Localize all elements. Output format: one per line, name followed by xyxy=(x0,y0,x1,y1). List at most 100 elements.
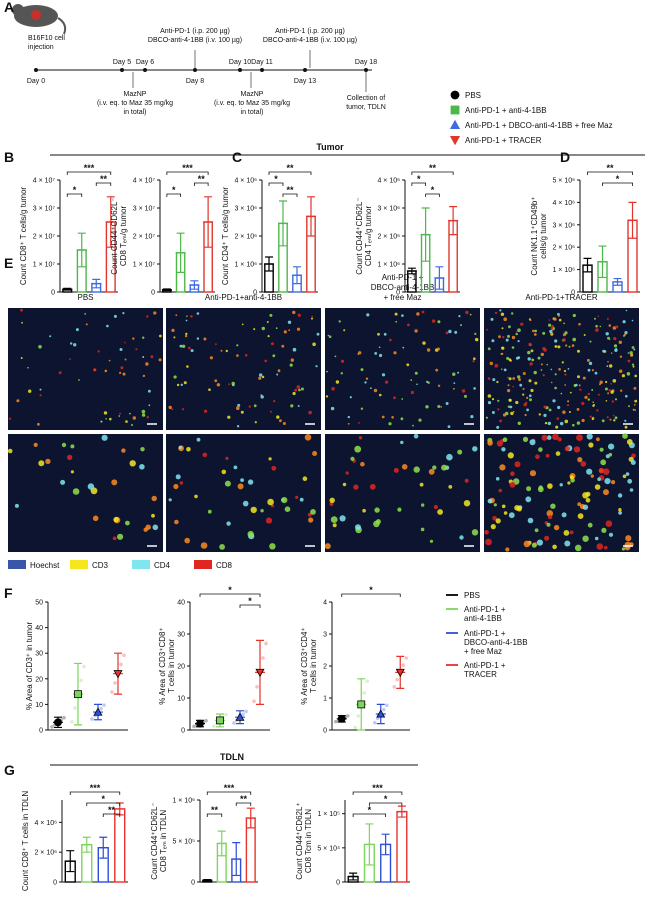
mean-marker xyxy=(376,709,386,718)
y-tick-label: 2 × 10⁷ xyxy=(33,234,56,241)
cell-signal xyxy=(596,437,600,442)
cell-signal xyxy=(465,310,469,315)
cell-signal xyxy=(292,310,296,315)
cell-signal xyxy=(472,360,475,363)
error-bar xyxy=(396,805,407,818)
cell-signal xyxy=(186,447,191,452)
cell-signal xyxy=(497,408,500,411)
cell-signal xyxy=(173,483,179,490)
timeline-day: Day 10 xyxy=(229,59,251,66)
cell-signal xyxy=(435,368,439,372)
cell-signal xyxy=(132,337,135,340)
cell-signal xyxy=(572,337,576,342)
cell-signal xyxy=(142,356,145,358)
cell-signal xyxy=(613,344,618,348)
panel-label: F xyxy=(4,585,13,601)
cell-signal xyxy=(484,530,489,535)
cell-signal xyxy=(273,400,276,403)
cell-signal xyxy=(595,324,598,328)
cell-signal xyxy=(605,400,608,402)
cell-signal xyxy=(228,383,231,385)
cell-signal xyxy=(587,398,590,401)
timeline-event: injection xyxy=(28,44,54,51)
significance-label: ** xyxy=(198,174,206,184)
significance-label: * xyxy=(417,174,421,184)
cell-signal xyxy=(528,379,532,383)
cell-signal xyxy=(564,446,570,452)
cell-signal xyxy=(631,363,635,366)
micrograph xyxy=(484,434,639,552)
cell-signal xyxy=(522,388,525,390)
y-tick-label: 1 × 10⁶ xyxy=(172,798,195,805)
cell-signal xyxy=(606,365,609,367)
cell-signal xyxy=(413,466,420,473)
cell-signal xyxy=(300,387,304,391)
cell-signal xyxy=(294,388,298,392)
cell-signal xyxy=(244,354,248,357)
cell-signal xyxy=(627,478,633,484)
cell-signal xyxy=(615,325,619,329)
error-bar xyxy=(278,200,288,247)
cell-signal xyxy=(617,493,623,498)
cell-signal xyxy=(546,363,548,366)
cell-signal xyxy=(14,503,19,508)
cell-signal xyxy=(563,530,570,536)
y-tick-label: 4 × 10⁷ xyxy=(133,178,156,185)
cell-signal xyxy=(572,313,576,318)
y-tick-label: 5 × 10⁶ xyxy=(552,178,575,185)
legend-marker xyxy=(450,105,460,115)
cell-signal xyxy=(527,517,534,524)
cell-signal xyxy=(540,369,543,371)
bar xyxy=(114,808,126,883)
y-axis-label: Count CD4⁺ T cells/g tumor xyxy=(221,187,230,286)
significance-bracket xyxy=(66,193,83,197)
cell-signal xyxy=(609,418,612,421)
cell-signal xyxy=(515,330,518,333)
stain-swatch xyxy=(194,560,212,569)
timeline-event: B16F10 cell xyxy=(28,35,65,42)
cell-signal xyxy=(599,380,603,384)
significance-bracket xyxy=(587,171,633,175)
cell-signal xyxy=(558,368,561,371)
cell-signal xyxy=(471,529,479,536)
cell-signal xyxy=(464,478,469,483)
significance-bracket xyxy=(66,171,112,175)
cell-signal xyxy=(546,510,554,517)
cell-signal xyxy=(594,484,601,490)
y-tick-label: 0 xyxy=(181,728,185,735)
cell-signal xyxy=(39,394,42,397)
cell-signal xyxy=(307,512,312,517)
cell-signal xyxy=(508,325,511,329)
significance-label: * xyxy=(228,585,232,595)
cell-signal xyxy=(573,446,581,453)
cell-signal xyxy=(611,480,616,485)
error-bar xyxy=(348,872,359,881)
cell-signal xyxy=(589,415,592,418)
y-tick-label: 0 xyxy=(39,728,43,735)
cell-signal xyxy=(358,422,360,424)
cell-signal xyxy=(557,437,562,442)
cell-signal xyxy=(360,461,365,467)
cell-signal xyxy=(512,377,516,380)
cell-signal xyxy=(394,312,398,316)
cell-signal xyxy=(7,448,13,454)
cell-signal xyxy=(33,442,38,447)
stain-label: Hoechst xyxy=(30,561,60,570)
cell-signal xyxy=(499,464,506,471)
cell-signal xyxy=(271,465,277,471)
cell-signal xyxy=(272,354,276,358)
cell-signal xyxy=(507,389,511,393)
cell-signal xyxy=(441,464,448,471)
cell-signal xyxy=(181,408,185,411)
cell-signal xyxy=(445,331,449,335)
cell-signal xyxy=(473,357,476,361)
cell-signal xyxy=(529,439,536,446)
cell-signal xyxy=(70,470,74,474)
cell-signal xyxy=(555,425,559,429)
error-bar xyxy=(434,266,445,290)
cell-signal xyxy=(124,341,126,344)
cell-signal xyxy=(454,330,458,334)
cell-signal xyxy=(516,506,522,512)
cell-signal xyxy=(150,355,154,359)
y-axis-label: T cells in tumor xyxy=(309,639,318,693)
